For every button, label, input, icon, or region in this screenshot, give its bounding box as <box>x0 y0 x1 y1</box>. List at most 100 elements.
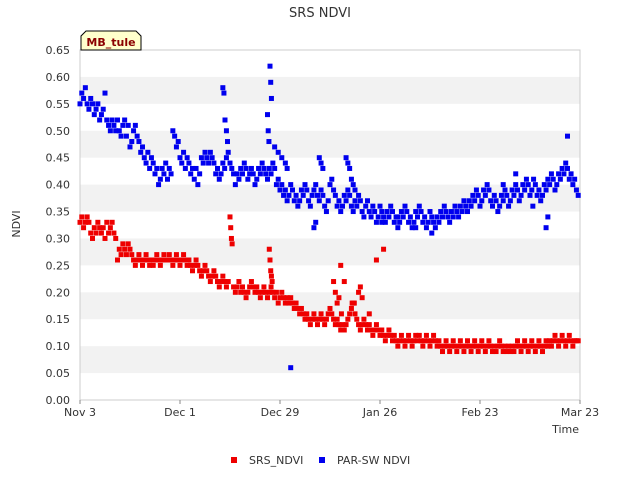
srs-ndvi-point <box>338 327 344 333</box>
srs-ndvi-point <box>227 214 233 220</box>
par-sw-ndvi-point <box>515 187 520 193</box>
par-sw-ndvi-point <box>284 198 290 204</box>
srs-ndvi-point <box>556 343 562 349</box>
par-sw-ndvi-point <box>398 209 404 215</box>
par-sw-ndvi-point <box>173 144 179 150</box>
par-sw-ndvi-point <box>448 209 454 215</box>
srs-ndvi-point <box>266 289 272 295</box>
par-sw-ndvi-point <box>545 214 551 220</box>
par-sw-ndvi-point <box>266 139 272 145</box>
srs-ndvi-point <box>331 316 337 322</box>
par-sw-ndvi-point <box>293 192 299 198</box>
par-sw-ndvi-point <box>432 225 438 231</box>
srs-ndvi-point <box>482 349 488 355</box>
par-sw-ndvi-point <box>379 209 385 215</box>
par-sw-ndvi-point <box>179 160 185 166</box>
par-sw-ndvi-point <box>241 160 247 166</box>
par-sw-ndvi-point <box>332 192 338 198</box>
x-tick-label: Feb 23 <box>462 406 499 419</box>
srs-ndvi-point <box>275 300 281 306</box>
srs-ndvi-point <box>395 343 401 349</box>
par-sw-ndvi-point <box>104 117 110 123</box>
srs-ndvi-point <box>198 273 204 279</box>
srs-ndvi-point <box>454 349 460 355</box>
srs-ndvi-point <box>356 289 362 295</box>
par-sw-ndvi-point <box>513 182 519 188</box>
srs-ndvi-point <box>134 257 140 263</box>
par-sw-ndvi-point <box>465 209 470 215</box>
legend-item-par-sw-ndvi[interactable]: PAR-SW NDVI <box>319 454 410 467</box>
srs-ndvi-point <box>563 343 569 349</box>
par-sw-ndvi-point <box>245 176 251 182</box>
srs-ndvi-point <box>304 311 310 317</box>
par-sw-ndvi-point <box>222 165 228 171</box>
par-sw-ndvi-point <box>343 155 349 161</box>
legend-item-srs-ndvi[interactable]: SRS_NDVI <box>231 454 303 467</box>
par-sw-ndvi-point <box>513 171 519 177</box>
srs-ndvi-point <box>381 332 387 338</box>
srs-ndvi-point <box>522 338 528 344</box>
srs-ndvi-point <box>100 225 106 231</box>
srs-ndvi-point <box>452 343 458 349</box>
par-sw-ndvi-point <box>172 133 178 139</box>
srs-ndvi-point <box>91 225 97 231</box>
srs-ndvi-point <box>345 316 351 322</box>
srs-ndvi-point <box>297 311 303 317</box>
srs-ndvi-point <box>511 349 517 355</box>
x-tick-label: Mar 23 <box>561 406 599 419</box>
par-sw-ndvi-point <box>381 214 387 220</box>
y-axis-ticks: 0.00 0.05 0.10 0.15 0.20 0.25 0.30 0.35 0.40 0.45… <box>46 44 71 407</box>
srs-ndvi-point <box>173 252 179 258</box>
par-sw-ndvi-point <box>406 219 412 225</box>
par-sw-ndvi-point <box>561 171 567 177</box>
srs-ndvi-point <box>368 327 374 333</box>
srs-ndvi-point <box>152 257 158 263</box>
srs-ndvi-point <box>188 262 194 268</box>
par-sw-ndvi-point <box>575 192 581 198</box>
par-sw-ndvi-point <box>211 160 217 166</box>
par-sw-ndvi-point <box>316 155 322 161</box>
srs-ndvi-point <box>440 349 445 355</box>
srs-ndvi-point <box>340 322 345 328</box>
srs-ndvi-point <box>532 349 538 355</box>
srs-ndvi-point <box>373 322 379 328</box>
srs-ndvi-point <box>336 322 342 328</box>
srs-ndvi-point <box>393 338 399 344</box>
site-tag-box <box>80 30 142 51</box>
srs-ndvi-point <box>516 343 522 349</box>
srs-ndvi-point <box>291 305 297 311</box>
par-sw-ndvi-point <box>134 133 140 139</box>
par-sw-ndvi-point <box>395 214 401 220</box>
srs-ndvi-point <box>298 305 304 311</box>
y-tick-label: 0.05 <box>46 367 71 380</box>
par-sw-ndvi-point <box>491 192 497 198</box>
par-sw-ndvi-point <box>452 203 458 209</box>
par-sw-ndvi-point <box>520 182 526 188</box>
par-sw-ndvi-point <box>348 203 354 209</box>
legend-label-par-sw-ndvi: PAR-SW NDVI <box>337 454 410 467</box>
srs-ndvi-point <box>206 273 212 279</box>
srs-ndvi-point <box>490 349 495 355</box>
par-sw-ndvi-point <box>336 198 342 204</box>
par-sw-ndvi-point <box>265 128 271 134</box>
srs-ndvi-point <box>538 343 544 349</box>
par-sw-ndvi-point <box>350 182 356 188</box>
srs-ndvi-point <box>222 279 228 285</box>
srs-ndvi-point <box>475 349 481 355</box>
par-sw-ndvi-point <box>338 209 344 215</box>
srs-ndvi-point <box>102 235 108 241</box>
x-axis-ticks: Nov 3 Dec 1 Dec 29 Jan 26 Feb 23 Mar 23 <box>64 400 599 419</box>
par-sw-ndvi-point <box>113 128 119 134</box>
par-sw-ndvi-point <box>497 203 503 209</box>
srs-ndvi-point <box>431 332 437 338</box>
par-sw-ndvi-point <box>204 155 210 161</box>
srs-ndvi-point <box>450 338 456 344</box>
srs-ndvi-point <box>315 322 320 328</box>
par-sw-ndvi-point <box>318 187 324 193</box>
srs-ndvi-point <box>115 257 120 263</box>
srs-ndvi-point <box>236 279 242 285</box>
par-sw-ndvi-point <box>466 198 472 204</box>
par-sw-ndvi-point <box>484 182 490 188</box>
par-sw-ndvi-point <box>536 187 542 193</box>
